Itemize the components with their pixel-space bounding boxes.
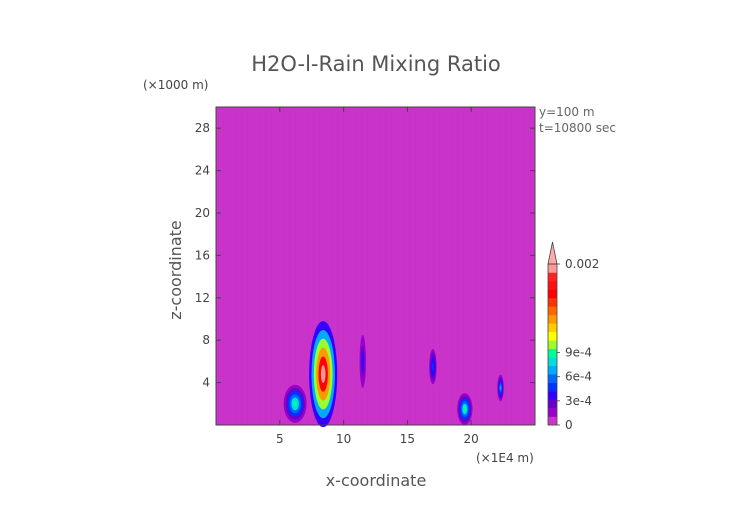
colorbar-segment [548,382,557,392]
colorbar-segment [548,365,557,375]
colorbar-segment [548,348,557,358]
annotation-time: t=10800 sec [539,121,616,135]
colorbar-segment [548,416,557,426]
plot-hatching [215,107,533,425]
x-unit-label: (×1E4 m) [476,451,534,465]
plot-background [216,107,535,425]
rain-feature-3 [358,329,367,394]
colorbar-segment [548,297,557,307]
y-tick-label: 8 [202,333,210,347]
colorbar-segment [548,323,557,333]
colorbar-tick-label: 3e-4 [565,394,592,408]
colorbar-segment [548,391,557,400]
colorbar: 0 3e-4 6e-4 9e-4 0.002 [547,241,599,432]
rain-feature-1 [283,384,307,423]
x-tick-label: 10 [336,432,351,446]
y-tick-label: 28 [195,121,210,135]
colorbar-segment [548,408,557,417]
colorbar-segment [548,399,557,409]
rain-feature-6 [497,374,504,402]
rain-contour-level [293,400,298,407]
x-axis-ticks: 5 10 15 20 [276,107,479,446]
y-unit-label: (×1000 m) [143,78,208,92]
rain-contour-level [499,385,502,391]
colorbar-segment [548,340,557,350]
colorbar-segment [548,289,557,299]
colorbar-tick-label: 6e-4 [565,370,592,384]
annotation-y-position: y=100 m [539,105,595,119]
colorbar-tick-label: 9e-4 [565,346,592,360]
y-tick-label: 24 [195,164,210,178]
y-tick-label: 12 [195,291,210,305]
rain-contour-level [361,356,364,367]
y-tick-label: 16 [195,248,210,262]
y-axis-ticks: 4 8 12 16 20 24 28 [195,121,535,390]
x-tick-label: 15 [400,432,415,446]
x-axis-label: x-coordinate [326,471,427,490]
y-tick-label: 4 [202,376,210,390]
colorbar-segment [548,280,557,290]
colorbar-segment [548,374,557,383]
x-tick-label: 20 [464,432,479,446]
rain-feature-2 [309,321,338,428]
colorbar-segment [548,272,557,282]
colorbar-segment [548,306,557,316]
rain-feature-4 [428,345,438,388]
rain-feature-5 [457,393,473,425]
plot-frame [215,106,536,426]
colorbar-tick-label: 0 [565,418,573,432]
plot-area [215,106,536,428]
y-axis-label: z-coordinate [166,220,185,320]
x-tick-label: 5 [276,432,284,446]
colorbar-tick-label: 0.002 [565,257,599,271]
y-tick-label: 20 [195,206,210,220]
colorbar-frame [547,263,558,426]
colorbar-segment [548,314,557,324]
colorbar-segment [548,264,557,273]
colorbar-segment [548,357,557,366]
rain-contour-level [320,365,326,383]
chart-title: H2O-l-Rain Mixing Ratio [251,52,501,76]
rain-contour-level [463,406,467,412]
colorbar-over-arrow [547,241,558,265]
colorbar-segment [548,331,557,341]
rain-contour-level [431,363,434,371]
